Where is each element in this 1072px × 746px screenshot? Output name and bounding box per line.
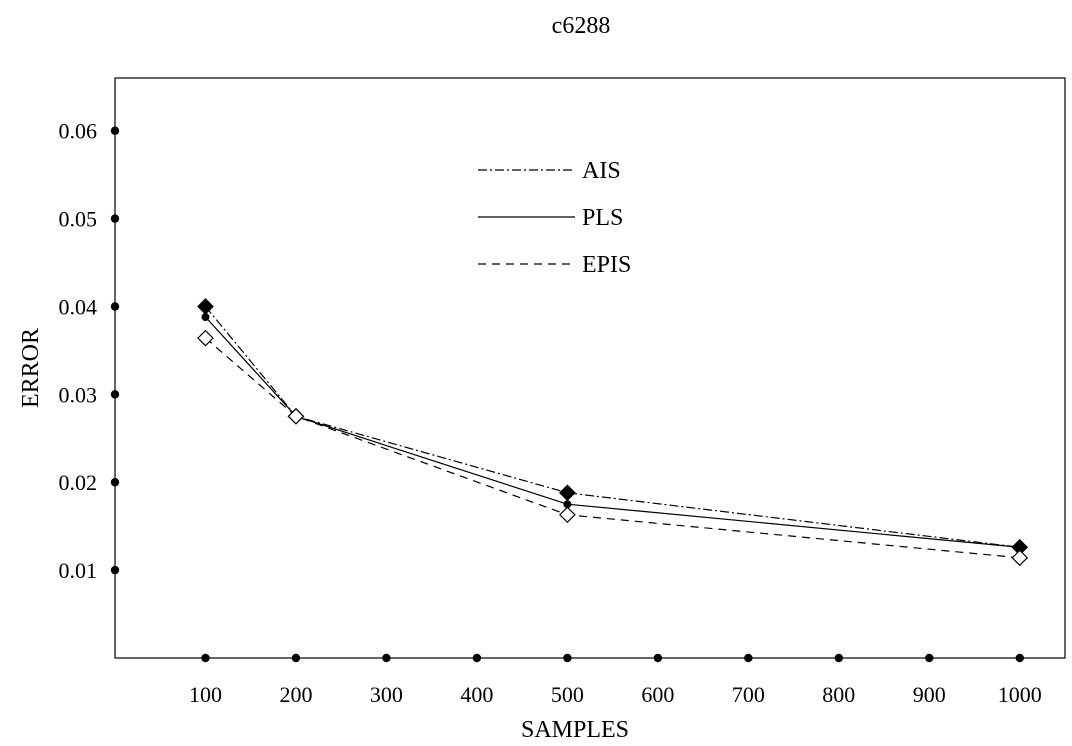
data-point-pls: [1015, 543, 1024, 552]
x-tick-dot: [563, 653, 572, 663]
x-tick-dot: [834, 653, 844, 663]
y-tick-dot: [110, 126, 120, 135]
data-point-epis: [559, 506, 576, 524]
x-tick-label: 100: [189, 682, 222, 707]
series-layer: [197, 298, 1029, 567]
legend: AIS PLS EPIS: [478, 158, 631, 278]
data-point-ais: [559, 484, 576, 502]
y-tick-label: 0.01: [59, 558, 98, 583]
legend-label-epis: EPIS: [582, 252, 631, 278]
y-tick-dot: [110, 565, 120, 575]
x-tick-dot: [744, 653, 753, 663]
y-tick-label: 0.05: [59, 207, 98, 232]
data-point-pls: [563, 500, 572, 509]
x-axis-label: SAMPLES: [521, 717, 629, 743]
x-tick-label: 600: [641, 682, 674, 707]
x-tick-label: 800: [822, 682, 855, 707]
x-tick-dot: [382, 653, 391, 663]
x-tick-dot: [291, 653, 301, 663]
y-axis-label: ERROR: [18, 328, 44, 408]
y-tick-dot: [110, 302, 120, 311]
y-tick-label: 0.02: [59, 470, 98, 495]
x-tick-label: 200: [279, 682, 312, 707]
series-line-ais: [205, 306, 1020, 548]
plot-frame: [114, 77, 1066, 659]
y-tick-label: 0.03: [59, 382, 98, 407]
x-tick-dot: [653, 653, 663, 663]
x-tick-label: 700: [732, 682, 765, 707]
series-line-pls: [205, 316, 1020, 548]
y-tick-dot: [110, 214, 120, 223]
y-tick-dot: [110, 478, 120, 487]
x-tick-dot: [925, 653, 934, 663]
series-line-epis: [205, 337, 1020, 559]
data-point-epis: [1011, 549, 1029, 567]
data-point-epis: [197, 329, 214, 347]
x-tick-dot: [1015, 653, 1024, 663]
x-axis-ticks: 100 200 300 400 500 600 700 800 900 1000: [189, 653, 1042, 707]
data-point-epis: [287, 407, 305, 425]
x-tick-label: 900: [913, 682, 946, 707]
data-point-ais: [197, 298, 214, 315]
x-tick-dot: [472, 653, 482, 663]
legend-label-pls: PLS: [582, 205, 623, 231]
y-tick-label: 0.06: [59, 119, 98, 144]
x-tick-dot: [201, 653, 210, 663]
y-tick-label: 0.04: [59, 294, 98, 319]
x-tick-label: 400: [460, 682, 493, 707]
x-tick-label: 300: [370, 682, 403, 707]
x-tick-label: 1000: [998, 682, 1042, 707]
legend-label-ais: AIS: [582, 158, 621, 184]
y-tick-dot: [110, 390, 120, 399]
chart-title: c6288: [552, 13, 611, 39]
data-point-pls: [201, 313, 210, 322]
y-axis-ticks: 0.01 0.02 0.03 0.04 0.05 0.06: [59, 119, 120, 583]
x-tick-label: 500: [551, 682, 584, 707]
